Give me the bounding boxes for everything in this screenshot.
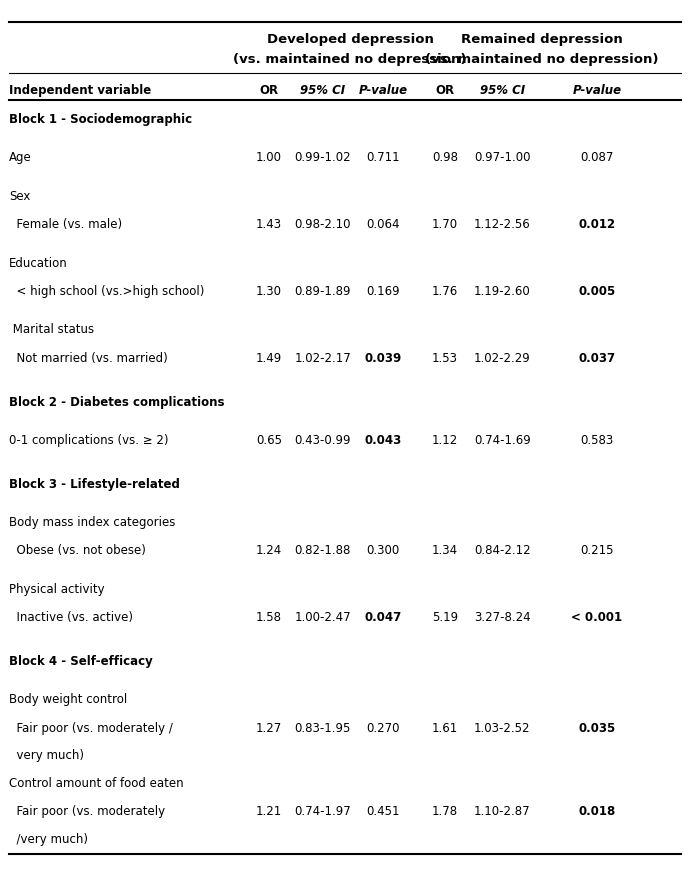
- Text: Fair poor (vs. moderately: Fair poor (vs. moderately: [9, 805, 165, 819]
- Text: Body mass index categories: Body mass index categories: [9, 516, 175, 529]
- Text: 1.53: 1.53: [432, 352, 458, 365]
- Text: Block 1 - Sociodemographic: Block 1 - Sociodemographic: [9, 113, 192, 127]
- Text: 0.89-1.89: 0.89-1.89: [295, 285, 351, 298]
- Text: 1.43: 1.43: [256, 218, 282, 232]
- Text: 95% CI: 95% CI: [480, 84, 525, 97]
- Text: 0.74-1.97: 0.74-1.97: [295, 805, 351, 819]
- Text: OR: OR: [259, 84, 279, 97]
- Text: 1.19-2.60: 1.19-2.60: [474, 285, 531, 298]
- Text: 0.451: 0.451: [366, 805, 400, 819]
- Text: 1.34: 1.34: [432, 544, 458, 558]
- Text: 0.583: 0.583: [580, 434, 613, 447]
- Text: 0.215: 0.215: [580, 544, 613, 558]
- Text: 0.012: 0.012: [578, 218, 615, 232]
- Text: 0.98-2.10: 0.98-2.10: [295, 218, 351, 232]
- Text: Block 2 - Diabetes complications: Block 2 - Diabetes complications: [9, 396, 224, 409]
- Text: 1.00: 1.00: [256, 151, 282, 165]
- Text: 1.58: 1.58: [256, 611, 282, 625]
- Text: 1.12-2.56: 1.12-2.56: [474, 218, 531, 232]
- Text: 0-1 complications (vs. ≥ 2): 0-1 complications (vs. ≥ 2): [9, 434, 168, 447]
- Text: 0.43-0.99: 0.43-0.99: [295, 434, 351, 447]
- Text: Fair poor (vs. moderately /: Fair poor (vs. moderately /: [9, 722, 172, 735]
- Text: 0.087: 0.087: [580, 151, 613, 165]
- Text: 0.65: 0.65: [256, 434, 282, 447]
- Text: 1.24: 1.24: [256, 544, 282, 558]
- Text: Age: Age: [9, 151, 32, 165]
- Text: 0.035: 0.035: [578, 722, 615, 735]
- Text: (vs. maintained no depression): (vs. maintained no depression): [425, 53, 658, 67]
- Text: OR: OR: [435, 84, 455, 97]
- Text: Inactive (vs. active): Inactive (vs. active): [9, 611, 133, 625]
- Text: 0.99-1.02: 0.99-1.02: [295, 151, 351, 165]
- Text: Body weight control: Body weight control: [9, 693, 127, 707]
- Text: 1.78: 1.78: [432, 805, 458, 819]
- Text: 0.064: 0.064: [366, 218, 400, 232]
- Text: 0.018: 0.018: [578, 805, 615, 819]
- Text: 0.005: 0.005: [578, 285, 615, 298]
- Text: 0.711: 0.711: [366, 151, 400, 165]
- Text: Obese (vs. not obese): Obese (vs. not obese): [9, 544, 146, 558]
- Text: (vs. maintained no depression): (vs. maintained no depression): [233, 53, 467, 67]
- Text: P-value: P-value: [358, 84, 408, 97]
- Text: 1.00-2.47: 1.00-2.47: [295, 611, 351, 625]
- Text: 1.10-2.87: 1.10-2.87: [474, 805, 531, 819]
- Text: 1.02-2.17: 1.02-2.17: [295, 352, 351, 365]
- Text: 0.98: 0.98: [432, 151, 458, 165]
- Text: 1.12: 1.12: [432, 434, 458, 447]
- Text: 0.83-1.95: 0.83-1.95: [295, 722, 351, 735]
- Text: 1.27: 1.27: [256, 722, 282, 735]
- Text: Physical activity: Physical activity: [9, 583, 105, 596]
- Text: Marital status: Marital status: [9, 323, 94, 337]
- Text: Block 4 - Self-efficacy: Block 4 - Self-efficacy: [9, 655, 152, 668]
- Text: Control amount of food eaten: Control amount of food eaten: [9, 777, 184, 790]
- Text: 0.82-1.88: 0.82-1.88: [295, 544, 351, 558]
- Text: Block 3 - Lifestyle-related: Block 3 - Lifestyle-related: [9, 478, 180, 491]
- Text: 0.047: 0.047: [364, 611, 402, 625]
- Text: 0.043: 0.043: [364, 434, 402, 447]
- Text: Independent variable: Independent variable: [9, 84, 151, 97]
- Text: 1.03-2.52: 1.03-2.52: [474, 722, 531, 735]
- Text: 1.61: 1.61: [432, 722, 458, 735]
- Text: Developed depression: Developed depression: [267, 33, 433, 46]
- Text: 1.30: 1.30: [256, 285, 282, 298]
- Text: very much): very much): [9, 749, 84, 763]
- Text: 5.19: 5.19: [432, 611, 458, 625]
- Text: 1.02-2.29: 1.02-2.29: [474, 352, 531, 365]
- Text: 1.21: 1.21: [256, 805, 282, 819]
- Text: 0.169: 0.169: [366, 285, 400, 298]
- Text: Not married (vs. married): Not married (vs. married): [9, 352, 168, 365]
- Text: 3.27-8.24: 3.27-8.24: [474, 611, 531, 625]
- Text: 0.037: 0.037: [578, 352, 615, 365]
- Text: P-value: P-value: [572, 84, 622, 97]
- Text: 0.039: 0.039: [364, 352, 402, 365]
- Text: < high school (vs.>high school): < high school (vs.>high school): [9, 285, 204, 298]
- Text: Remained depression: Remained depression: [461, 33, 622, 46]
- Text: Female (vs. male): Female (vs. male): [9, 218, 122, 232]
- Text: Sex: Sex: [9, 190, 30, 203]
- Text: < 0.001: < 0.001: [571, 611, 622, 625]
- Text: Education: Education: [9, 257, 68, 270]
- Text: 1.49: 1.49: [256, 352, 282, 365]
- Text: 0.300: 0.300: [366, 544, 400, 558]
- Text: 0.74-1.69: 0.74-1.69: [474, 434, 531, 447]
- Text: /very much): /very much): [9, 833, 88, 846]
- Text: 0.84-2.12: 0.84-2.12: [474, 544, 531, 558]
- Text: 0.270: 0.270: [366, 722, 400, 735]
- Text: 1.76: 1.76: [432, 285, 458, 298]
- Text: 1.70: 1.70: [432, 218, 458, 232]
- Text: 0.97-1.00: 0.97-1.00: [474, 151, 531, 165]
- Text: 95% CI: 95% CI: [300, 84, 346, 97]
